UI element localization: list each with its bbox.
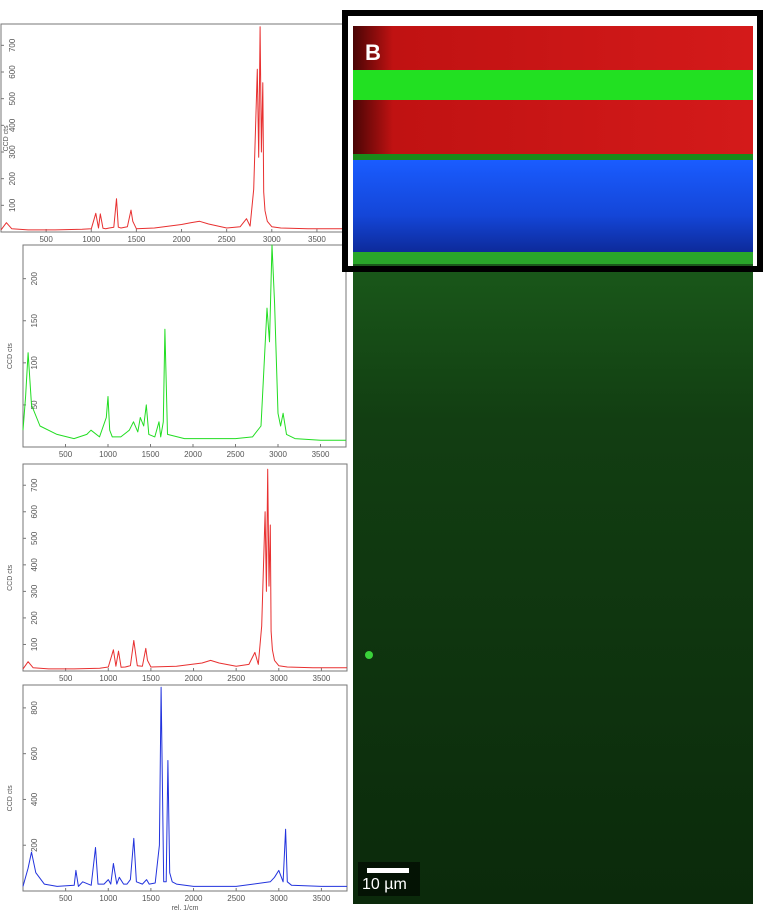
plot-frame [22, 684, 348, 892]
scale-bar-line [367, 868, 409, 873]
plot-frame [22, 463, 348, 672]
spectra-panel: 500 1000 1500 2000 2500 3000 35001002003004005… [0, 23, 348, 912]
region-of-interest-box [342, 10, 763, 272]
panel-b-label: B [365, 40, 381, 65]
x-tick-label: 3000 [270, 894, 288, 903]
x-tick-label: 2500 [218, 235, 236, 244]
x-tick-label: 1500 [142, 450, 160, 459]
y-tick-label: 150 [30, 314, 39, 328]
y-tick-label: 500 [8, 91, 17, 105]
scale-bar: 10 µm [358, 862, 420, 896]
x-tick-label: 3500 [312, 450, 330, 459]
y-tick-label: 700 [8, 38, 17, 52]
x-tick-label: 3000 [263, 235, 281, 244]
y-tick-label: 600 [30, 746, 39, 760]
y-tick-label: 800 [30, 701, 39, 715]
x-tick-label: 3500 [313, 674, 331, 683]
spectrum-chart-1: 500 1000 1500 2000 2500 3000 3500 100 200 300 400 5… [0, 23, 345, 244]
y-tick-label: 600 [8, 65, 17, 79]
x-tick-label: 3000 [269, 450, 287, 459]
spectrum-line-3 [22, 468, 347, 670]
x-tick-label: 500 [59, 894, 73, 903]
x-tick-label: 3500 [308, 235, 326, 244]
y-tick-label: 500 [30, 531, 39, 545]
y-tick-label: 200 [30, 611, 39, 625]
x-tick-label: 1000 [99, 450, 117, 459]
map-red-band-top [353, 26, 753, 70]
y-tick-label: 100 [30, 637, 39, 651]
scale-bar-label: 10 µm [362, 876, 407, 893]
x-tick-label: 1000 [82, 235, 100, 244]
map-blue-band [353, 160, 753, 252]
x-tick-label: 500 [59, 450, 73, 459]
y-tick-label: 600 [30, 505, 39, 519]
x-tick-label: 2000 [173, 235, 191, 244]
y-tick-label: 300 [30, 584, 39, 598]
x-tick-label: 1500 [142, 894, 160, 903]
y-tick-label: 200 [30, 271, 39, 285]
x-tick-label: 1000 [99, 894, 117, 903]
x-tick-label: 2000 [185, 894, 203, 903]
y-tick-label: 200 [8, 171, 17, 185]
map-green-band [353, 70, 753, 100]
y-axis-label: CCD cts [7, 785, 14, 812]
y-tick-label: 300 [8, 145, 17, 159]
spectrum-chart-2: 500 1000 1500 2000 2500 3000 3500 50 100 150 200 CC… [7, 244, 347, 459]
y-axis-label: CCD cts [7, 343, 14, 370]
y-tick-label: 400 [30, 558, 39, 572]
x-tick-label: 2000 [184, 450, 202, 459]
y-tick-label: 400 [8, 118, 17, 132]
spectrum-line-4 [22, 686, 347, 887]
spectrum-chart-4: 500 1000 1500 2000 2500 3000 3500 200 400 600 800 C… [7, 684, 348, 912]
x-tick-label: 3000 [270, 674, 288, 683]
raman-image-map [353, 26, 753, 904]
x-tick-label: 500 [39, 235, 53, 244]
spectrum-chart-3: 500 1000 1500 2000 2500 3000 3500 100 200 300 400 5… [7, 463, 348, 683]
spectrum-line-2 [22, 244, 346, 441]
y-axis-label: CCD cts [7, 564, 14, 591]
map-green-bottom-band [353, 252, 753, 264]
x-tick-label: 2500 [227, 894, 245, 903]
x-tick-label: 2500 [227, 450, 245, 459]
x-tick-label: 3500 [313, 894, 331, 903]
spectrum-line-1 [0, 26, 344, 231]
x-tick-label: 1500 [142, 674, 160, 683]
map-green-spot [365, 651, 373, 659]
x-axis-label: rel. 1/cm [172, 905, 199, 912]
y-tick-label: 100 [8, 198, 17, 212]
x-tick-label: 500 [59, 674, 73, 683]
y-tick-label: 50 [30, 400, 39, 409]
y-tick-label: 100 [30, 356, 39, 370]
plot-frame [22, 244, 347, 448]
x-tick-label: 2000 [185, 674, 203, 683]
map-green-thin-band [353, 154, 753, 160]
x-tick-label: 1500 [127, 235, 145, 244]
x-tick-label: 2500 [227, 674, 245, 683]
map-red-band-middle [353, 100, 753, 158]
y-tick-label: 400 [30, 792, 39, 806]
y-tick-label: 200 [30, 838, 39, 852]
y-axis-label: CCD cts [3, 125, 10, 152]
plot-frame [0, 23, 345, 233]
x-tick-label: 1000 [99, 674, 117, 683]
y-tick-label: 700 [30, 478, 39, 492]
